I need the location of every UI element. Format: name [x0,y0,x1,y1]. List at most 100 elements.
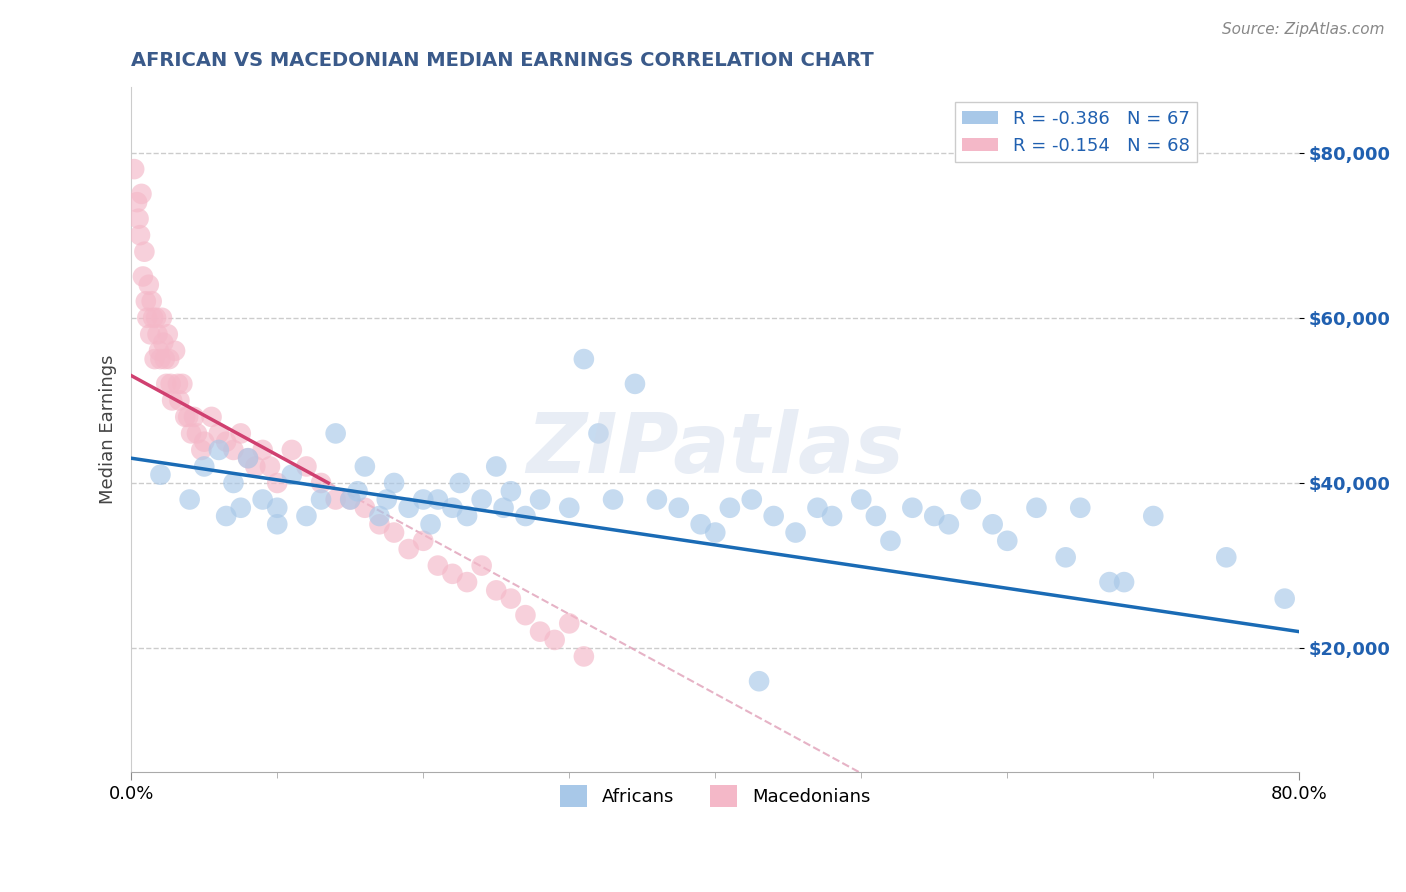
Point [138,277,160,292]
Point [172,376,194,391]
Point [1274,591,1296,606]
Point [558,500,581,515]
Point [245,459,267,474]
Point [412,533,434,548]
Point [149,352,172,367]
Point [132,269,155,284]
Point [426,492,449,507]
Point [259,459,281,474]
Point [139,327,162,342]
Point [441,566,464,581]
Point [449,475,471,490]
Point [281,467,304,482]
Point [177,409,200,424]
Point [471,558,494,573]
Point [959,492,981,507]
Point [865,508,887,523]
Point [281,442,304,457]
Point [456,508,478,523]
Point [309,475,332,490]
Point [426,558,449,573]
Y-axis label: Median Earnings: Median Earnings [100,354,117,504]
Legend: Africans, Macedonians: Africans, Macedonians [553,778,877,814]
Point [169,393,191,408]
Point [136,310,159,325]
Point [456,575,478,590]
Point [1098,575,1121,590]
Point [1112,575,1135,590]
Point [529,624,551,639]
Text: Source: ZipAtlas.com: Source: ZipAtlas.com [1222,22,1385,37]
Point [499,484,522,499]
Point [215,508,238,523]
Point [159,376,181,391]
Point [485,583,508,598]
Point [142,310,165,325]
Point [229,500,252,515]
Point [193,434,215,449]
Point [821,508,844,523]
Point [193,459,215,474]
Point [145,310,167,325]
Point [252,492,274,507]
Point [382,475,405,490]
Point [1142,508,1164,523]
Point [135,294,157,309]
Text: AFRICAN VS MACEDONIAN MEDIAN EARNINGS CORRELATION CHART: AFRICAN VS MACEDONIAN MEDIAN EARNINGS CO… [131,51,875,70]
Point [295,459,318,474]
Point [128,211,150,226]
Point [741,492,763,507]
Point [529,492,551,507]
Point [183,409,205,424]
Point [325,426,347,441]
Point [236,451,259,466]
Point [515,608,537,623]
Point [412,492,434,507]
Point [471,492,494,507]
Point [353,500,375,515]
Point [499,591,522,606]
Point [222,442,245,457]
Point [157,352,180,367]
Point [718,500,741,515]
Point [180,426,202,441]
Point [252,442,274,457]
Point [153,352,176,367]
Point [143,352,166,367]
Point [346,484,368,499]
Point [515,508,537,523]
Point [901,500,924,515]
Point [762,508,785,523]
Point [981,517,1004,532]
Point [1054,550,1077,565]
Point [339,492,361,507]
Point [309,492,332,507]
Point [146,327,169,342]
Point [353,459,375,474]
Point [148,343,170,358]
Point [543,632,565,647]
Point [131,186,153,201]
Point [236,451,259,466]
Point [129,228,152,243]
Point [141,294,163,309]
Point [382,525,405,540]
Point [1069,500,1091,515]
Point [208,426,231,441]
Text: ZIPatlas: ZIPatlas [526,409,904,491]
Point [200,409,222,424]
Point [152,335,174,350]
Point [851,492,873,507]
Point [368,508,391,523]
Point [368,517,391,532]
Point [1215,550,1237,565]
Point [325,492,347,507]
Point [704,525,727,540]
Point [558,616,581,631]
Point [419,517,441,532]
Point [645,492,668,507]
Point [190,442,212,457]
Point [485,459,508,474]
Point [295,508,318,523]
Point [222,475,245,490]
